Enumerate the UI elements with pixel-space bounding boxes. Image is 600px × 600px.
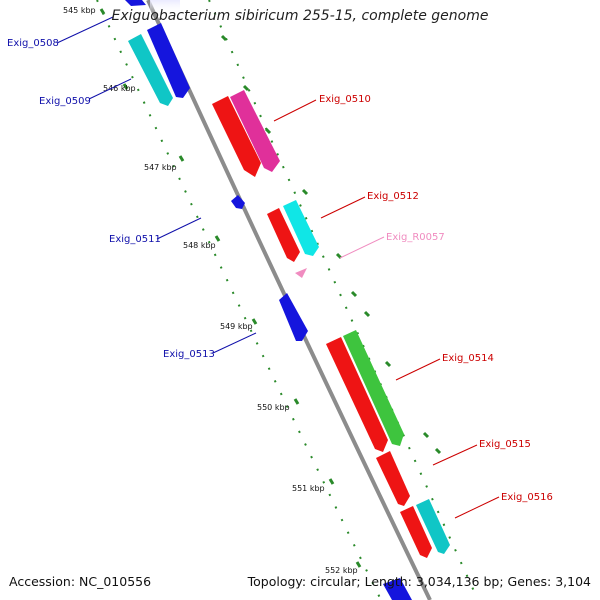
label-exig-0514[interactable]: Exig_0514 (442, 353, 494, 364)
kbp-tick-550 (293, 398, 300, 405)
kbp-label-549: 549 kbp (220, 322, 253, 331)
gene-exig-0508-top[interactable] (125, 0, 146, 6)
gene-exig-0511[interactable] (231, 195, 245, 209)
gene-exig-0516-cds[interactable] (400, 506, 432, 558)
inner-tick-row (208, 0, 479, 600)
kbp-label-547: 547 kbp (144, 163, 177, 172)
kbp-tick-545 (99, 8, 106, 15)
pointer-exig-r0057 (339, 236, 385, 259)
pointer-exig-0512 (320, 196, 366, 219)
gene-exig-0512[interactable] (283, 200, 319, 256)
kbp-tick-547 (178, 155, 185, 162)
kbp-tick-549 (251, 318, 258, 325)
pointer-exig-0513 (212, 332, 257, 354)
gene-exig-0513[interactable] (279, 293, 308, 341)
gene-exig-0516[interactable] (416, 499, 450, 554)
gene-exig-r0057[interactable] (295, 268, 307, 278)
kbp-labels: 545 kbp 546 kbp 547 kbp 548 kbp 549 kbp … (63, 6, 358, 575)
gene-exig-0510-cds[interactable] (212, 96, 261, 177)
gene-exig-0510[interactable] (230, 90, 280, 172)
outer-tick-row (96, 0, 382, 600)
kbp-label-546: 546 kbp (103, 84, 136, 93)
label-exig-0508[interactable]: Exig_0508 (7, 38, 59, 49)
label-exig-0510[interactable]: Exig_0510 (319, 94, 371, 105)
pointer-exig-0508 (56, 16, 114, 44)
top-fade (150, 0, 180, 14)
kbp-label-551: 551 kbp (292, 484, 325, 493)
pointer-exig-0515 (432, 444, 478, 466)
kbp-label-552: 552 kbp (325, 566, 358, 575)
label-exig-0509[interactable]: Exig_0509 (39, 96, 91, 107)
label-exig-0511[interactable]: Exig_0511 (109, 234, 161, 245)
pointer-exig-0511 (156, 217, 202, 240)
kbp-label-548: 548 kbp (183, 241, 216, 250)
gene-exig-0508[interactable] (147, 23, 190, 98)
label-exig-0513[interactable]: Exig_0513 (163, 349, 215, 360)
kbp-major-ticks (99, 8, 362, 568)
kbp-label-545: 545 kbp (63, 6, 96, 15)
genome-summary-text: Topology: circular; Length: 3,034,136 bp… (247, 574, 591, 589)
pointer-exig-0514 (395, 358, 441, 381)
pointer-exig-0509 (88, 78, 132, 100)
label-exig-0512[interactable]: Exig_0512 (367, 191, 419, 202)
label-exig-r0057[interactable]: Exig_R0057 (386, 232, 445, 243)
pointer-exig-0516 (454, 496, 500, 519)
gene-exig-0509[interactable] (128, 34, 173, 106)
label-exig-0515[interactable]: Exig_0515 (479, 439, 531, 450)
accession-text: Accession: NC_010556 (9, 574, 152, 589)
gene-features (125, 0, 450, 600)
gene-exig-0514[interactable] (343, 330, 404, 446)
label-exig-0516[interactable]: Exig_0516 (501, 492, 553, 503)
gene-next-bottom[interactable] (383, 578, 412, 600)
kbp-tick-552 (355, 561, 362, 568)
gene-exig-0514-cds[interactable] (326, 337, 388, 452)
label-pointers (56, 16, 500, 519)
kbp-tick-551 (328, 478, 335, 485)
map-title: Exiguobacterium sibiricum 255-15, comple… (111, 8, 489, 24)
kbp-tick-548 (214, 235, 221, 242)
gene-exig-0512-cds[interactable] (267, 208, 300, 262)
kbp-tick-546 (122, 83, 129, 90)
gene-exig-0515[interactable] (376, 451, 410, 506)
kbp-label-550: 550 kbp (257, 403, 290, 412)
pointer-exig-0510 (273, 99, 317, 122)
gene-labels: Exig_0508 Exig_0509 Exig_0510 Exig_0511 … (7, 38, 553, 503)
